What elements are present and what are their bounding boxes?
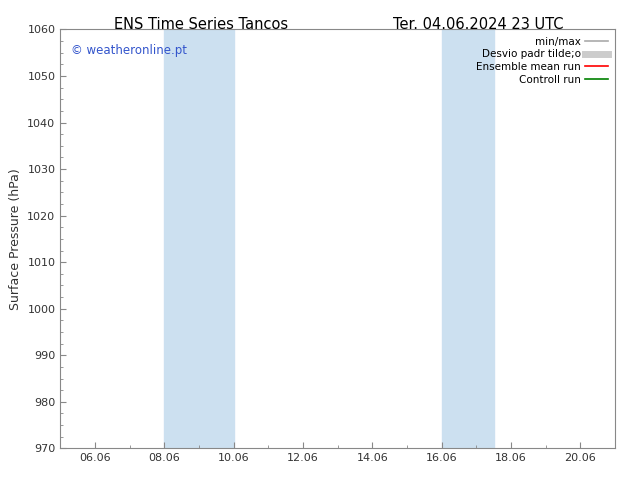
Text: Ter. 04.06.2024 23 UTC: Ter. 04.06.2024 23 UTC [393,17,564,32]
Bar [164,29,233,448]
Y-axis label: Surface Pressure (hPa): Surface Pressure (hPa) [9,168,22,310]
Bar [442,29,494,448]
Legend: min/max, Desvio padr tilde;o, Ensemble mean run, Controll run: min/max, Desvio padr tilde;o, Ensemble m… [474,35,610,87]
Text: ENS Time Series Tancos: ENS Time Series Tancos [114,17,288,32]
Text: © weatheronline.pt: © weatheronline.pt [71,44,187,57]
